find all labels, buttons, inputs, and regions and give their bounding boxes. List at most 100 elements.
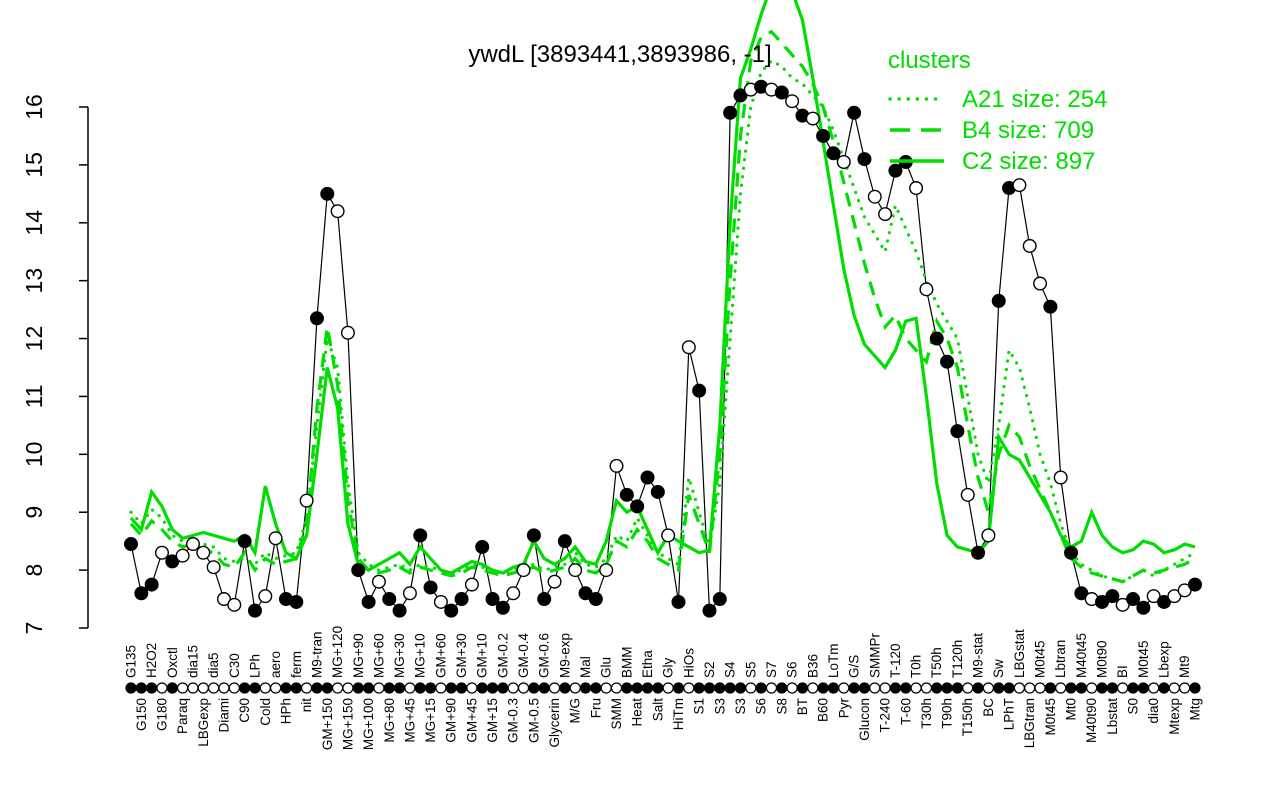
condition-marker <box>538 682 550 694</box>
y-axis-tick-label: 13 <box>21 268 47 294</box>
x-axis-label: S8 <box>774 698 789 715</box>
x-axis-label: M0t45 <box>1043 698 1058 736</box>
x-axis-label: MG+100 <box>361 698 376 750</box>
condition-marker <box>239 682 251 694</box>
condition-marker <box>703 682 716 694</box>
condition-marker <box>548 682 561 694</box>
x-axis-label: dia0 <box>1146 698 1161 724</box>
condition-marker <box>931 682 943 694</box>
x-axis-label: GM+150 <box>320 698 335 750</box>
x-axis-label: MG+15 <box>423 698 438 743</box>
x-axis-label: Oxctl <box>165 647 180 678</box>
data-point <box>723 105 738 120</box>
y-axis-tick-label: 15 <box>21 152 47 178</box>
data-point <box>1033 276 1048 291</box>
x-axis-label: LBGtran <box>1022 698 1037 748</box>
x-axis-label: GM-0.3 <box>506 698 521 743</box>
data-point <box>878 207 893 222</box>
condition-marker <box>662 682 674 694</box>
data-point <box>909 181 924 196</box>
data-point <box>940 354 955 369</box>
condition-marker <box>1024 682 1036 694</box>
x-axis-label: M0t45 <box>1033 640 1048 678</box>
x-axis-label: T50h <box>929 647 944 678</box>
x-axis-label: MG+120 <box>330 626 345 678</box>
condition-marker <box>993 682 1005 694</box>
data-point <box>1022 238 1037 253</box>
condition-marker <box>249 682 261 694</box>
x-axis-label: G150 <box>134 698 149 731</box>
condition-marker <box>435 682 447 694</box>
chart-title: ywdL [3893441,3893986, -1] <box>468 41 771 68</box>
x-axis-label: GM+30 <box>454 633 469 678</box>
data-point <box>526 528 541 543</box>
legend-line-samples <box>888 97 946 163</box>
condition-marker <box>404 682 416 694</box>
data-point <box>154 545 169 560</box>
condition-marker <box>455 682 468 694</box>
data-point <box>1136 600 1151 615</box>
condition-marker <box>827 682 840 694</box>
data-point <box>1146 589 1161 604</box>
data-point <box>847 105 862 120</box>
condition-marker <box>1179 682 1191 694</box>
condition-marker <box>776 682 788 694</box>
x-axis-label: GM-0.5 <box>526 698 541 743</box>
condition-marker <box>807 682 819 694</box>
condition-marker <box>641 682 654 694</box>
x-axis-label: Fru <box>588 698 603 718</box>
data-point <box>1043 299 1058 314</box>
x-axis-label: dia15 <box>185 645 200 678</box>
x-axis-label: Mt0 <box>1064 698 1079 721</box>
x-axis-label: Pyr <box>836 697 851 718</box>
x-axis-label: Salt <box>650 698 665 722</box>
data-point <box>1115 597 1130 612</box>
data-point <box>568 563 583 578</box>
condition-marker <box>755 682 767 694</box>
data-point <box>206 560 221 575</box>
data-point <box>371 574 386 589</box>
x-axis-label: B36 <box>805 654 820 678</box>
x-axis-label: M9-exp <box>557 633 572 678</box>
condition-marker <box>693 682 705 694</box>
condition-marker <box>414 682 426 694</box>
x-axis-label: GM+45 <box>464 698 479 743</box>
data-point <box>867 189 882 204</box>
x-axis-label: Diami <box>216 698 231 733</box>
condition-marker <box>1168 682 1180 694</box>
data-point <box>557 534 572 549</box>
x-axis-label: C30 <box>227 653 242 678</box>
condition-marker <box>1086 682 1098 694</box>
x-axis-label: ferm <box>289 651 304 678</box>
condition-marker <box>889 682 902 694</box>
x-axis-label: LPh <box>247 654 262 678</box>
data-point <box>857 152 872 167</box>
data-point <box>433 594 448 609</box>
condition-marker <box>135 682 147 694</box>
x-axis-label: Lbstat <box>1105 698 1120 735</box>
condition-marker <box>951 682 964 694</box>
data-point <box>692 383 707 398</box>
x-axis-label: S3 <box>712 698 727 715</box>
x-axis-label: M0t90 <box>1095 640 1110 678</box>
condition-marker <box>734 682 747 694</box>
condition-marker <box>1075 682 1087 694</box>
data-point <box>1126 592 1141 607</box>
condition-marker <box>559 682 571 694</box>
condition-marker <box>579 682 592 694</box>
x-axis-label: HPh <box>278 698 293 724</box>
condition-marker <box>270 682 282 694</box>
condition-marker <box>972 682 984 694</box>
data-point <box>361 594 376 609</box>
data-point <box>1095 594 1110 609</box>
data-point <box>733 88 748 103</box>
data-point <box>888 163 903 178</box>
condition-marker <box>146 682 158 694</box>
x-axis-label: Mt9 <box>1177 655 1192 678</box>
condition-marker <box>1065 682 1077 694</box>
data-point <box>950 424 965 439</box>
data-point <box>330 204 345 219</box>
y-axis-tick-label: 11 <box>21 384 47 408</box>
condition-marker <box>311 682 323 694</box>
data-point <box>165 554 180 569</box>
